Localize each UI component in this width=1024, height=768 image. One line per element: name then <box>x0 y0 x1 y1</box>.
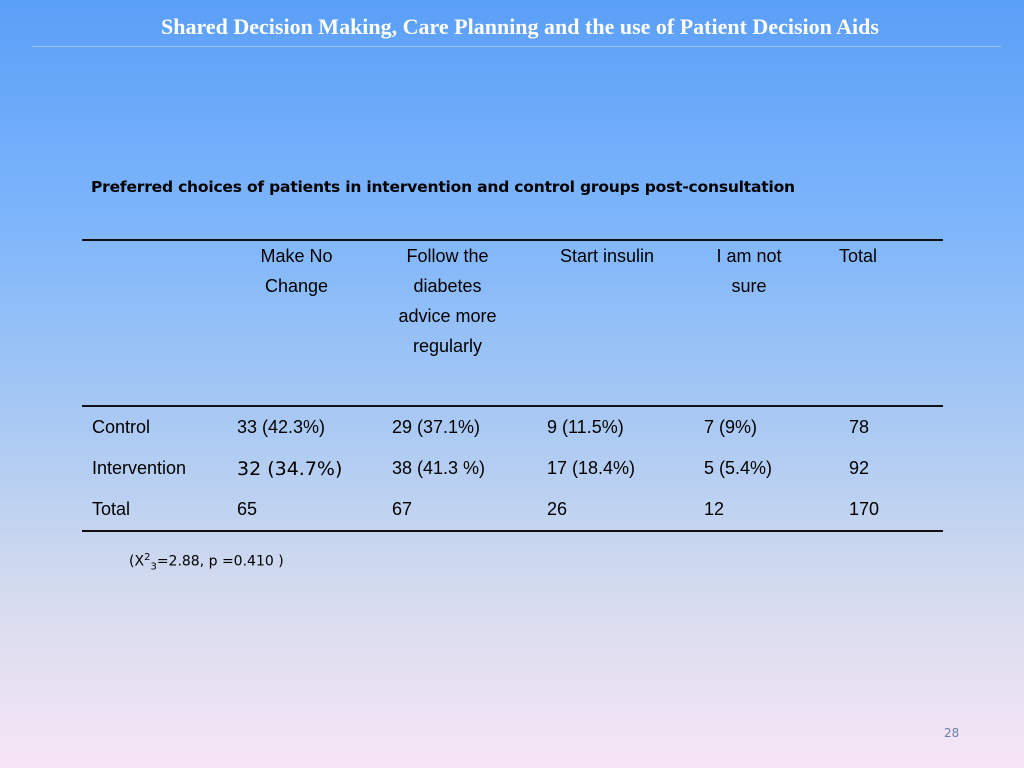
row-label: Intervention <box>92 458 187 478</box>
table-cell: 29 (37.1%) <box>392 417 481 437</box>
table-cell: 78 <box>849 417 870 437</box>
stat-superscript: 2 <box>144 552 151 563</box>
table-cell: 26 <box>547 499 568 519</box>
header-start-insulin: Start insulin <box>547 240 703 406</box>
row-label: Total <box>92 499 131 519</box>
header-start-insulin-label: Start insulin <box>559 246 655 266</box>
table-cell: 5 (5.4%) <box>704 458 773 478</box>
header-total: Total <box>823 240 943 406</box>
stat-subscript: 3 <box>150 561 157 573</box>
page-number: 28 <box>944 726 960 740</box>
table-row: Total 65 67 26 12 170 <box>82 489 943 531</box>
header-make-no-change-label: Make No Change <box>260 246 333 296</box>
header-not-sure: I am not sure <box>703 240 823 406</box>
table-caption: Preferred choices of patients in interve… <box>91 178 795 196</box>
table-row: Control 33 (42.3%) 29 (37.1%) 9 (11.5%) … <box>82 406 943 448</box>
table-cell: 9 (11.5%) <box>547 417 624 437</box>
table-cell: 32 (34.7%) <box>237 457 343 480</box>
table-cell: 12 <box>704 499 725 519</box>
header-make-no-change: Make No Change <box>237 240 392 406</box>
table-cell: 67 <box>392 499 413 519</box>
header-total-label: Total <box>838 246 878 266</box>
results-table-container: Make No Change Follow the diabetes advic… <box>82 239 943 532</box>
stat-open: (X <box>129 553 145 570</box>
table-row: Intervention 32 (34.7%) 38 (41.3 %) 17 (… <box>82 448 943 489</box>
table-cell: 38 (41.3 %) <box>392 458 486 478</box>
header-follow-advice: Follow the diabetes advice more regularl… <box>392 240 547 406</box>
table-header-row: Make No Change Follow the diabetes advic… <box>82 240 943 406</box>
title-divider <box>32 46 1001 47</box>
slide-title: Shared Decision Making, Care Planning an… <box>161 14 879 39</box>
chi-square-statistic: (X23=2.88, p =0.410 ) <box>129 552 284 572</box>
table-cell: 170 <box>849 499 880 519</box>
table-cell: 65 <box>237 499 258 519</box>
table-cell: 17 (18.4%) <box>547 458 636 478</box>
table-cell: 33 (42.3%) <box>237 417 326 437</box>
row-label: Control <box>92 417 151 437</box>
header-follow-advice-label: Follow the diabetes advice more regularl… <box>398 246 497 356</box>
table-cell: 7 (9%) <box>704 417 758 437</box>
header-empty <box>82 240 237 406</box>
header-not-sure-label: I am not sure <box>716 246 782 296</box>
results-table: Make No Change Follow the diabetes advic… <box>82 239 943 532</box>
table-cell: 92 <box>849 458 870 478</box>
stat-value: =2.88, p =0.410 ) <box>156 553 284 570</box>
